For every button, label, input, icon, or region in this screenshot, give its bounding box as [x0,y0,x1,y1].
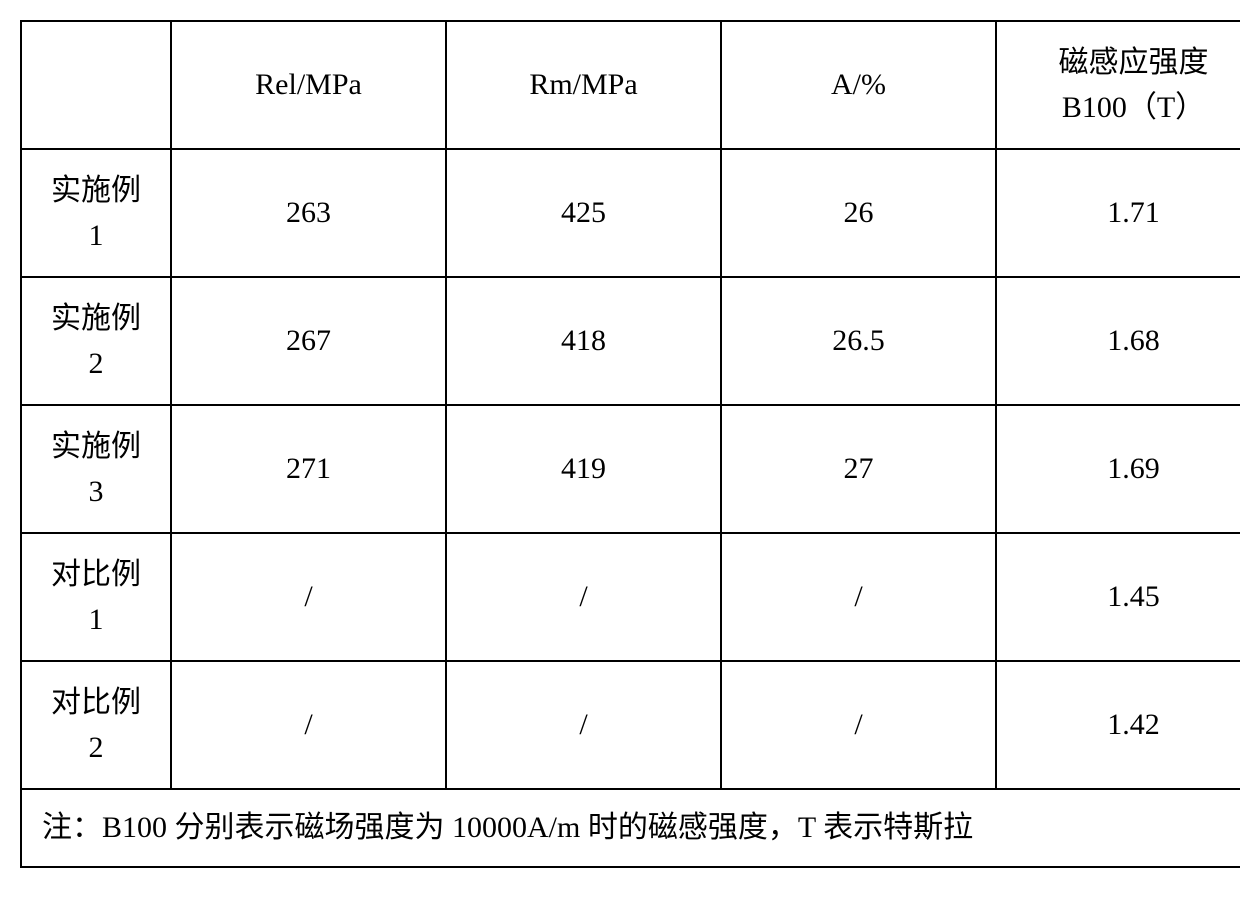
cell-value: / [171,533,446,661]
cell-value: / [171,661,446,789]
header-cell-rm: Rm/MPa [446,21,721,149]
table-row: 实施例2 267 418 26.5 1.68 [21,277,1240,405]
row-label: 对比例1 [21,533,171,661]
cell-value: 26.5 [721,277,996,405]
footnote-cell: 注：B100 分别表示磁场强度为 10000A/m 时的磁感强度，T 表示特斯拉 [21,789,1240,867]
row-label: 实施例3 [21,405,171,533]
table-row: 对比例1 / / / 1.45 [21,533,1240,661]
header-cell-rel: Rel/MPa [171,21,446,149]
header-cell-blank [21,21,171,149]
cell-value: / [721,533,996,661]
cell-value: / [721,661,996,789]
header-row: Rel/MPa Rm/MPa A/% 磁感应强度B100（T） [21,21,1240,149]
row-label: 实施例1 [21,149,171,277]
cell-value: 26 [721,149,996,277]
table-row: 实施例3 271 419 27 1.69 [21,405,1240,533]
cell-value: / [446,661,721,789]
header-cell-a: A/% [721,21,996,149]
cell-value: 263 [171,149,446,277]
cell-value: 1.68 [996,277,1240,405]
row-label: 对比例2 [21,661,171,789]
cell-value: 425 [446,149,721,277]
data-table: Rel/MPa Rm/MPa A/% 磁感应强度B100（T） 实施例1 263… [20,20,1240,868]
cell-value: 1.42 [996,661,1240,789]
cell-value: 1.71 [996,149,1240,277]
footnote-row: 注：B100 分别表示磁场强度为 10000A/m 时的磁感强度，T 表示特斯拉 [21,789,1240,867]
cell-value: 1.69 [996,405,1240,533]
table-row: 对比例2 / / / 1.42 [21,661,1240,789]
cell-value: 27 [721,405,996,533]
cell-value: 267 [171,277,446,405]
cell-value: 418 [446,277,721,405]
cell-value: 419 [446,405,721,533]
cell-value: / [446,533,721,661]
table-row: 实施例1 263 425 26 1.71 [21,149,1240,277]
header-cell-b100: 磁感应强度B100（T） [996,21,1240,149]
row-label: 实施例2 [21,277,171,405]
cell-value: 1.45 [996,533,1240,661]
cell-value: 271 [171,405,446,533]
